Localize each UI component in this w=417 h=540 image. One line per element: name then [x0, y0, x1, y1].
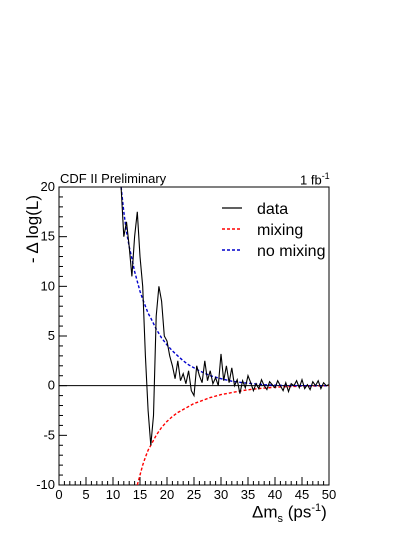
x-tick-label: 45	[295, 487, 309, 502]
experiment-label: CDF II Preliminary	[60, 171, 167, 186]
x-tick-label: 10	[106, 487, 120, 502]
x-axis-title-base: Δm	[252, 502, 278, 522]
x-axis-title-unit-sup: -1	[311, 502, 322, 514]
x-axis-title-sub: s	[277, 513, 284, 526]
y-tick-label: 20	[41, 179, 55, 194]
series-no-mixing	[120, 187, 329, 387]
x-tick-label: 0	[55, 487, 62, 502]
legend-label-mixing: mixing	[257, 222, 303, 239]
x-tick-label: 30	[214, 487, 228, 502]
y-tick-label: 5	[48, 328, 55, 343]
y-tick-label: 15	[41, 229, 55, 244]
x-tick-label: 25	[187, 487, 201, 502]
x-tick-label: 50	[322, 487, 336, 502]
legend-label-data: data	[257, 201, 288, 218]
y-tick-label: -5	[43, 427, 55, 442]
series-mixing	[136, 385, 329, 485]
series-data	[120, 187, 329, 446]
x-tick-label: 15	[133, 487, 147, 502]
y-tick-label: -10	[36, 477, 55, 492]
x-axis-title-close: )	[321, 502, 327, 522]
x-axis-title: Δms (ps-1)	[252, 502, 327, 525]
x-tick-label: 40	[268, 487, 282, 502]
luminosity-base: 1 fb	[300, 172, 322, 188]
y-tick-label: 10	[41, 278, 55, 293]
y-axis-title: - Δ log(L)	[23, 195, 42, 263]
luminosity-sup: -1	[321, 171, 330, 181]
x-tick-label: 20	[160, 487, 174, 502]
x-axis-title-unit: (ps	[283, 502, 312, 522]
luminosity-label: 1 fb-1	[300, 171, 330, 187]
legend-label-no-mixing: no mixing	[257, 243, 325, 260]
x-tick-label: 35	[241, 487, 255, 502]
y-tick-label: 0	[48, 378, 55, 393]
x-tick-label: 5	[82, 487, 89, 502]
